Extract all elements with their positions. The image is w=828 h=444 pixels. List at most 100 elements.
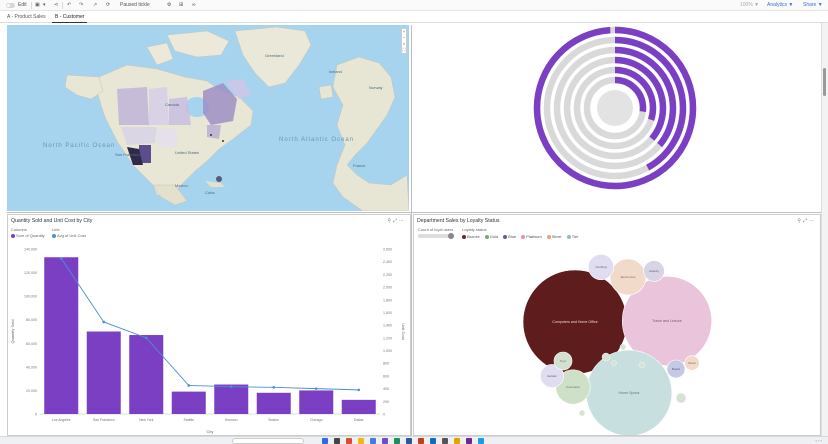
redo-icon[interactable]: ↷ xyxy=(79,2,84,8)
legend-item[interactable]: Silver xyxy=(546,234,562,239)
bubble xyxy=(540,364,564,388)
y-tick-right: 0 xyxy=(383,413,385,417)
office-app-icon[interactable] xyxy=(346,438,352,444)
ring-bar xyxy=(563,56,667,160)
focus-icon[interactable]: ⤢ xyxy=(392,218,399,224)
radial-bar-panel[interactable] xyxy=(413,25,821,211)
word-icon[interactable] xyxy=(406,438,412,444)
store-icon[interactable] xyxy=(478,438,484,444)
tab-product-sales[interactable]: A - Product Sales xyxy=(7,14,46,20)
map-panel[interactable]: North Pacific Ocean North Atlantic Ocean… xyxy=(7,25,409,211)
taskbar-search[interactable] xyxy=(232,438,304,444)
outlook-icon[interactable] xyxy=(430,438,436,444)
system-clock[interactable]: ◦ ◦ ◦ xyxy=(815,438,822,443)
file-explorer-icon[interactable] xyxy=(358,438,364,444)
onenote-icon[interactable] xyxy=(466,438,472,444)
bubble-chart-panel[interactable]: Department Sales by Loyalty Status ⚲⤢⋯ C… xyxy=(413,214,821,436)
settings-app-icon[interactable] xyxy=(442,438,448,444)
map-canvas[interactable] xyxy=(7,25,409,211)
excel-icon[interactable] xyxy=(394,438,400,444)
line-point xyxy=(187,384,191,387)
legend-label: Sum of Quantity xyxy=(16,233,45,238)
share-icon[interactable]: ⋖ xyxy=(54,2,59,8)
radial-bar-chart[interactable] xyxy=(413,25,821,211)
dropdown-icon[interactable]: ▾ xyxy=(43,2,46,8)
focus-icon[interactable]: ⤢ xyxy=(802,218,809,224)
share-button[interactable]: Share ▼ xyxy=(803,2,823,8)
map-label-greenland: Greenland xyxy=(265,53,284,58)
save-icon[interactable]: ▣ xyxy=(35,2,40,8)
edge-browser-icon[interactable] xyxy=(370,438,376,444)
bar-legend-item-unit-cost[interactable]: Avg of Unit Cost xyxy=(52,233,86,238)
expand-icon[interactable]: ↗ xyxy=(93,2,98,8)
bubble-legend: Bronze Gold Blue Platinum Silver Tier xyxy=(462,234,583,239)
zoom-out-icon[interactable]: − xyxy=(402,35,406,40)
legend-item[interactable]: Tier xyxy=(566,234,578,239)
x-tick-label: Houston xyxy=(225,418,238,422)
bubble xyxy=(684,355,700,371)
bar-legend-item-quantity[interactable]: Sum of Quantity xyxy=(11,233,45,238)
undo-icon[interactable]: ↶ xyxy=(67,2,72,8)
map-label-canada: Canada xyxy=(165,102,180,107)
y-tick-left: 40,000 xyxy=(26,365,37,369)
y-tick-right: 1,600 xyxy=(383,311,392,315)
refresh-icon[interactable]: ⟳ xyxy=(106,2,111,8)
link-icon[interactable]: ∞ xyxy=(192,2,196,8)
x-axis-label: City xyxy=(207,429,214,434)
bar-line-chart[interactable]: 0 20,000 40,000 60,000 80,000 100,000 120,000 1… xyxy=(8,215,410,435)
edit-toggle[interactable] xyxy=(6,3,15,8)
powerpoint-icon[interactable] xyxy=(418,438,424,444)
small-bubble xyxy=(578,409,586,417)
bubble-label: Travel and Leisure xyxy=(652,319,682,323)
slider-handle[interactable] xyxy=(448,233,454,239)
legend-item[interactable]: Platinum xyxy=(521,234,542,239)
powerbi-icon[interactable] xyxy=(454,438,460,444)
legend-item[interactable]: Gold xyxy=(484,234,499,239)
line-point xyxy=(357,388,361,392)
tab-customer[interactable]: B - Customer xyxy=(52,14,88,23)
edit-label[interactable]: Edit xyxy=(18,2,27,8)
windows-start-icon[interactable] xyxy=(322,438,328,444)
y-tick-right: 200 xyxy=(383,400,389,404)
zoom-select[interactable]: 100% ▼ xyxy=(740,2,760,8)
grid-icon[interactable]: ⊞ xyxy=(179,2,184,8)
ring-bar xyxy=(543,36,687,180)
filter-slider[interactable] xyxy=(418,233,454,239)
filter-label: Count of loyal users xyxy=(418,227,454,232)
filter-icon[interactable]: ⚲ xyxy=(387,218,393,224)
bubble xyxy=(666,359,686,379)
x-tick-label: Chicago xyxy=(310,418,323,422)
analytics-button[interactable]: Analytics ▼ xyxy=(767,2,794,8)
filter-icon[interactable]: ⚲ xyxy=(797,218,803,224)
home-icon[interactable]: ⌂ xyxy=(402,41,406,46)
more-icon[interactable]: ⋯ xyxy=(399,218,406,224)
bubble-label: Clothing xyxy=(595,265,606,269)
scrollbar-thumb[interactable] xyxy=(823,68,826,96)
bubble xyxy=(587,253,615,281)
fullscreen-icon[interactable]: ⛶ xyxy=(402,47,406,52)
legend-item[interactable]: Blue xyxy=(503,234,516,239)
legend-swatch xyxy=(521,234,526,239)
legend-columns-title: Columns xyxy=(11,227,27,232)
more-icon[interactable]: ⋯ xyxy=(809,218,816,224)
bubble-label: Music xyxy=(688,361,696,365)
legend-item[interactable]: Bronze xyxy=(462,234,480,239)
small-bubble xyxy=(619,343,627,351)
bubble-label: Electronics xyxy=(621,275,636,279)
settings-icon[interactable]: ⚙ xyxy=(167,2,172,8)
bar-chart-panel[interactable]: Quantity Sold and Unit Cost by City ⚲⤢⋯ … xyxy=(7,214,411,436)
legend-label: Gold xyxy=(489,234,499,239)
bubble-label: Garden xyxy=(547,374,557,378)
pause-label[interactable]: Paused tickle xyxy=(120,2,150,8)
bubble xyxy=(621,275,713,367)
bar xyxy=(341,399,376,414)
zoom-in-icon[interactable]: + xyxy=(402,29,406,34)
line-point xyxy=(59,257,63,260)
page-scrollbar[interactable] xyxy=(821,23,828,436)
legend-swatch xyxy=(11,233,15,238)
bubble xyxy=(643,260,665,282)
teams-icon[interactable] xyxy=(382,438,388,444)
bubble-chart[interactable]: Computers and Home Office Travel and Leis… xyxy=(414,215,820,435)
y-tick-left: 140,000 xyxy=(24,248,37,252)
task-view-icon[interactable] xyxy=(334,438,340,444)
